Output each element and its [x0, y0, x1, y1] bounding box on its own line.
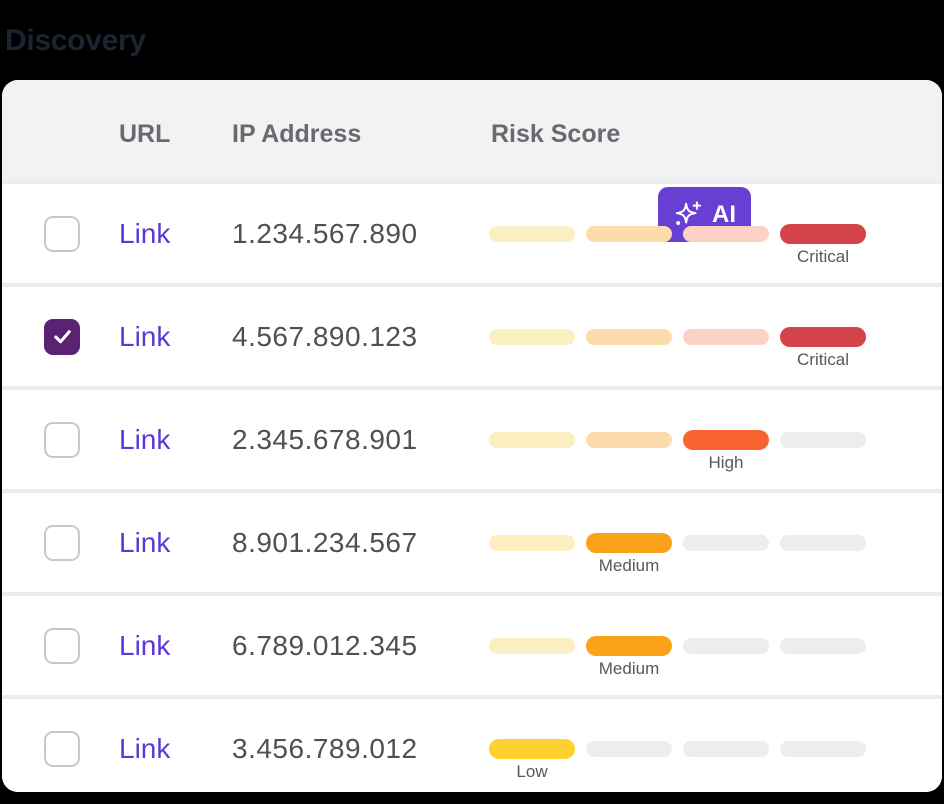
url-link[interactable]: Link — [119, 423, 171, 455]
risk-score-bars: Medium — [489, 635, 942, 678]
risk-segment-4 — [780, 431, 866, 448]
risk-segment-4 — [780, 326, 866, 347]
risk-segment-1 — [489, 637, 575, 654]
row-checkbox[interactable] — [44, 524, 80, 561]
risk-segment-3 — [683, 534, 769, 551]
row-checkbox[interactable] — [44, 421, 80, 458]
risk-level-label: Low — [516, 761, 548, 781]
risk-score-bars: Critical — [489, 223, 942, 266]
ip-address: 8.901.234.567 — [232, 526, 418, 558]
column-header-risk-score: Risk Score — [491, 119, 621, 148]
page-title: Discovery — [5, 24, 146, 58]
url-link[interactable]: Link — [119, 320, 171, 352]
ip-address: 3.456.789.012 — [232, 732, 418, 764]
row-checkbox[interactable] — [44, 318, 80, 355]
ip-address: 6.789.012.345 — [232, 629, 418, 661]
table-row: Link 1.234.567.890 Critical — [2, 180, 942, 283]
risk-level-label: High — [708, 452, 744, 472]
url-link[interactable]: Link — [119, 217, 171, 249]
risk-level-label: Medium — [598, 658, 660, 678]
table-header: URL IP Address Risk Score AI — [2, 80, 942, 242]
risk-segment-1 — [489, 534, 575, 551]
ip-address: 4.567.890.123 — [232, 320, 418, 352]
row-checkbox[interactable] — [44, 215, 80, 252]
url-link[interactable]: Link — [119, 732, 171, 764]
table-row: Link 6.789.012.345 Medium — [2, 592, 942, 695]
risk-segment-2 — [586, 225, 672, 242]
risk-segment-3 — [683, 225, 769, 242]
risk-level-label: Critical — [797, 349, 849, 369]
checkmark-icon — [53, 330, 71, 344]
risk-segment-4 — [780, 534, 866, 551]
risk-segment-2 — [586, 431, 672, 448]
risk-segment-4 — [780, 223, 866, 244]
risk-score-bars: High — [489, 429, 942, 472]
risk-segment-1 — [489, 431, 575, 448]
url-link[interactable]: Link — [119, 526, 171, 558]
risk-segment-1 — [489, 328, 575, 345]
discovery-table-card: URL IP Address Risk Score AI Link 1.234.… — [2, 80, 942, 792]
ai-button-label: AI — [712, 200, 736, 228]
table-row: Link 2.345.678.901 High — [2, 386, 942, 489]
risk-segment-3 — [683, 740, 769, 757]
row-checkbox[interactable] — [44, 730, 80, 767]
risk-level-label: Critical — [797, 246, 849, 266]
risk-segment-2 — [586, 635, 672, 656]
risk-segment-1 — [489, 738, 575, 759]
risk-score-bars: Critical — [489, 326, 942, 369]
risk-segment-2 — [586, 532, 672, 553]
risk-segment-1 — [489, 225, 575, 242]
risk-segment-2 — [586, 740, 672, 757]
risk-score-bars: Low — [489, 738, 942, 781]
table-row: Link 3.456.789.012 Low — [2, 695, 942, 792]
table-row: Link 8.901.234.567 Medium — [2, 489, 942, 592]
ip-address: 1.234.567.890 — [232, 217, 418, 249]
column-header-url: URL — [119, 119, 171, 148]
risk-segment-3 — [683, 328, 769, 345]
ip-address: 2.345.678.901 — [232, 423, 418, 455]
risk-segment-3 — [683, 637, 769, 654]
risk-score-bars: Medium — [489, 532, 942, 575]
risk-segment-4 — [780, 740, 866, 757]
risk-segment-4 — [780, 637, 866, 654]
table-row: Link 4.567.890.123 Critical — [2, 283, 942, 386]
risk-segment-2 — [586, 328, 672, 345]
column-header-ip-address: IP Address — [232, 119, 362, 148]
sparkle-icon — [675, 200, 702, 225]
risk-segment-3 — [683, 429, 769, 450]
url-link[interactable]: Link — [119, 629, 171, 661]
risk-level-label: Medium — [598, 555, 660, 575]
row-checkbox[interactable] — [44, 627, 80, 664]
